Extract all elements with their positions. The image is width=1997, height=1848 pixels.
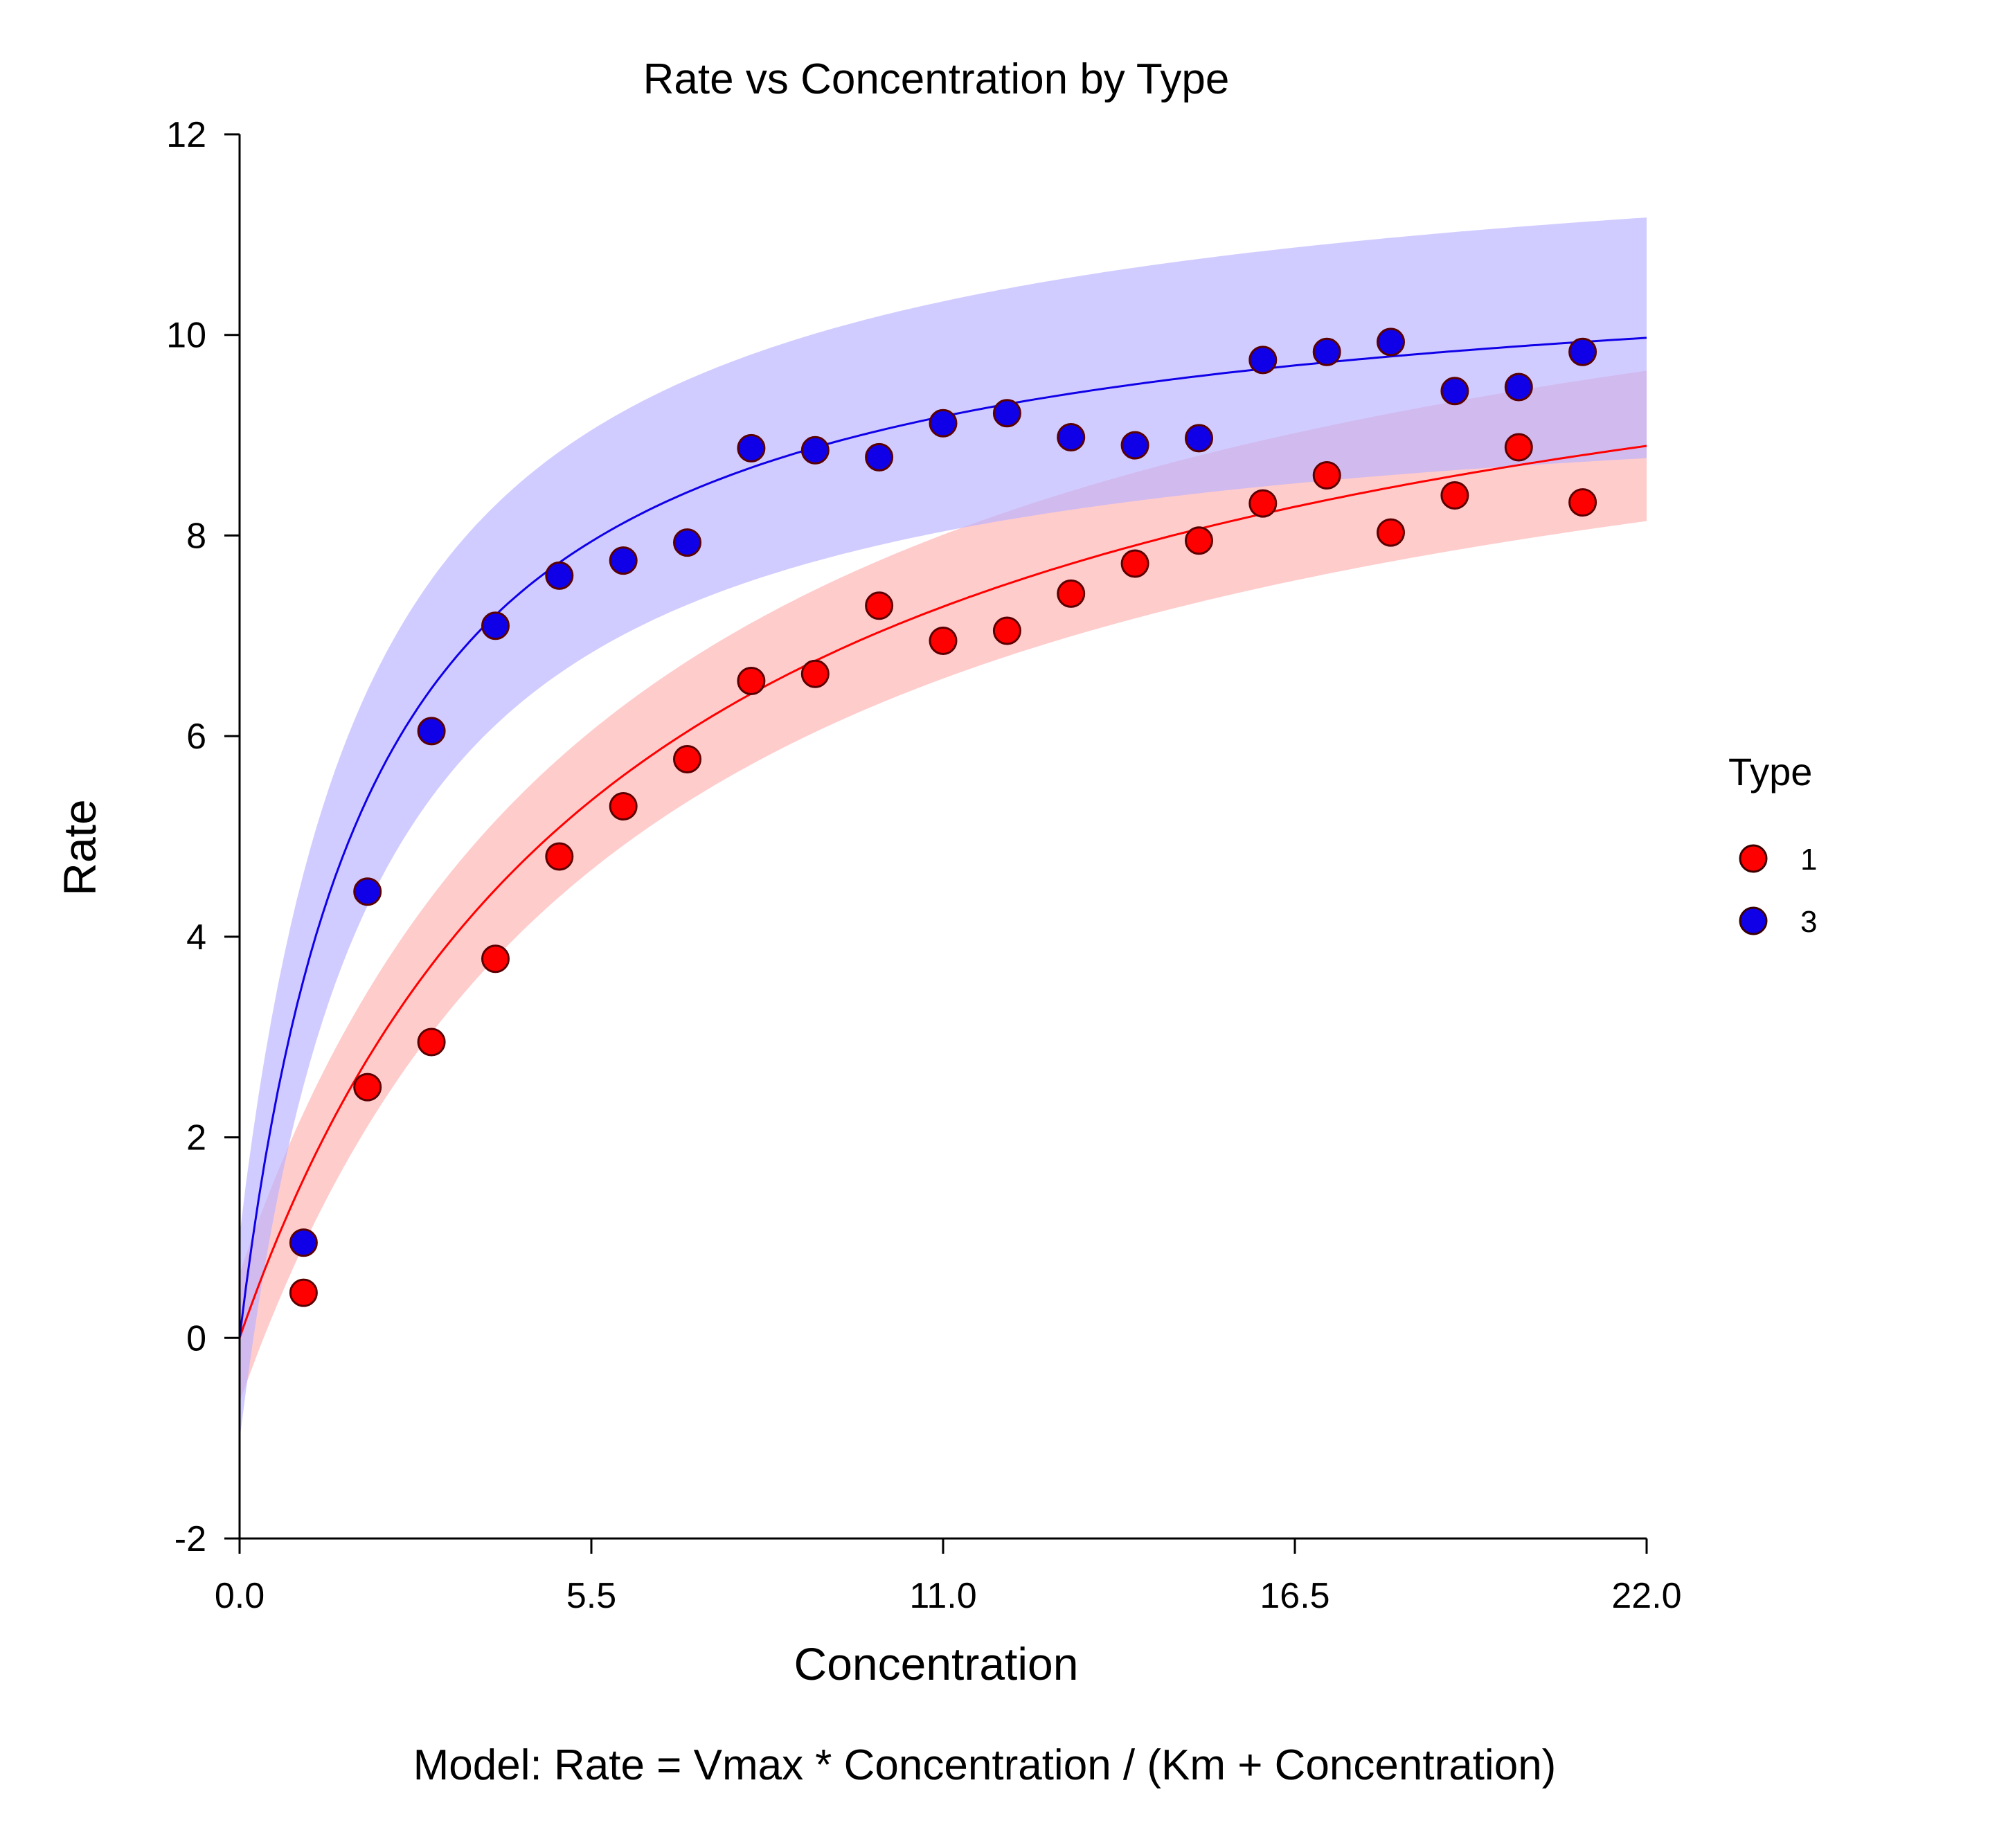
data-point-type-1 (673, 745, 701, 773)
x-tick-label: 0.0 (215, 1576, 265, 1616)
fit-curve-type-1 (238, 445, 1647, 1338)
data-point-type-1 (865, 591, 894, 620)
data-point-type-3 (992, 399, 1021, 428)
legend-title: Type (1728, 750, 1812, 793)
data-point-type-1 (353, 1073, 382, 1102)
data-point-type-3 (1057, 423, 1086, 451)
legend-marker-type-3 (1739, 906, 1768, 935)
data-point-type-1 (929, 627, 958, 655)
data-point-type-1 (1568, 488, 1597, 517)
data-point-type-3 (609, 546, 638, 575)
data-point-type-3 (1120, 431, 1149, 460)
y-tick-label: 2 (186, 1118, 206, 1158)
data-point-type-1 (1185, 526, 1213, 555)
y-tick-label: 0 (186, 1318, 206, 1358)
data-point-type-3 (865, 442, 894, 472)
x-tick-label: 5.5 (566, 1576, 616, 1616)
data-point-type-1 (800, 659, 830, 688)
confidence-bands (240, 217, 1647, 1441)
data-point-type-3 (289, 1228, 318, 1257)
data-point-type-1 (545, 842, 574, 871)
x-tick-label: 22.0 (1611, 1576, 1681, 1616)
data-point-type-3 (929, 409, 958, 438)
data-point-type-1 (1248, 489, 1278, 518)
data-point-type-1 (1057, 579, 1086, 608)
data-point-type-3 (1440, 377, 1469, 406)
data-point-type-3 (545, 561, 574, 590)
data-point-type-3 (1504, 373, 1533, 402)
data-point-type-3 (1377, 328, 1405, 357)
x-tick-label: 11.0 (909, 1576, 976, 1616)
y-tick-label: 10 (166, 316, 206, 356)
y-tick-label: 8 (186, 516, 206, 556)
confidence-band-type-1 (240, 370, 1647, 1402)
data-point-type-3 (737, 433, 766, 463)
data-point-type-1 (417, 1028, 446, 1057)
data-point-type-3 (1185, 424, 1213, 453)
legend: Type 1 3 (1728, 750, 1817, 939)
data-point-type-1 (481, 944, 510, 974)
model-caption: Model: Rate = Vmax * Concentration / (Km… (413, 1741, 1557, 1789)
y-tick-label: 6 (186, 717, 206, 757)
data-point-type-3 (800, 436, 830, 465)
chart-title: Rate vs Concentration by Type (643, 55, 1230, 103)
legend-marker-type-1 (1739, 844, 1768, 873)
axes: -2 0 2 4 6 8 10 12 0.0 5.5 11.0 16.5 22.0 (166, 115, 1681, 1616)
x-tick-label: 16.5 (1260, 1576, 1329, 1616)
data-point-type-1 (1120, 549, 1149, 578)
data-point-type-3 (673, 528, 701, 557)
data-point-type-1 (737, 667, 766, 695)
data-point-type-1 (609, 792, 638, 820)
y-tick-label: 4 (186, 917, 206, 958)
data-point-type-3 (1312, 337, 1341, 366)
data-point-type-1 (1440, 481, 1469, 510)
data-point-type-3 (417, 717, 446, 746)
y-tick-label: -2 (174, 1519, 206, 1559)
confidence-band-type-3 (240, 217, 1647, 1441)
data-point-type-1 (1504, 433, 1533, 462)
y-tick-label: 12 (166, 115, 206, 155)
x-axis-label: Concentration (794, 1638, 1079, 1689)
y-axis-label: Rate (54, 799, 105, 895)
data-points (289, 328, 1597, 1307)
data-point-type-3 (481, 611, 510, 640)
legend-label-type-3: 3 (1800, 905, 1817, 939)
legend-label-type-1: 1 (1800, 843, 1817, 877)
data-point-type-1 (1312, 461, 1341, 490)
data-point-type-1 (289, 1278, 318, 1307)
data-point-type-3 (353, 877, 382, 906)
data-point-type-3 (1568, 337, 1597, 366)
data-point-type-3 (1248, 346, 1278, 375)
data-point-type-1 (992, 616, 1021, 645)
data-point-type-1 (1377, 518, 1405, 547)
